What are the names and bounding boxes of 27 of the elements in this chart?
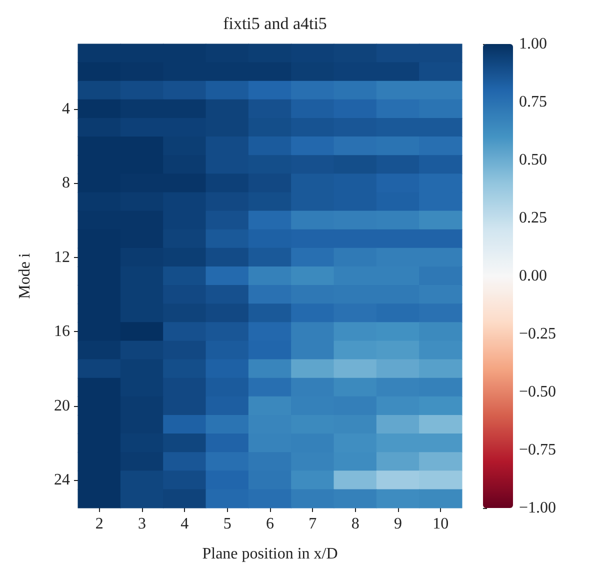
y-tick-label: 4	[62, 100, 70, 118]
color-bar-label: 0.25	[519, 210, 547, 226]
y-tick-label: 16	[54, 323, 70, 340]
color-bar-label: 1.00	[519, 36, 547, 52]
color-bar-label: −0.50	[519, 384, 556, 400]
y-tick-label: 8	[62, 174, 70, 192]
x-tick-label: 7	[308, 516, 317, 532]
color-bar-label: −0.25	[519, 326, 556, 342]
x-tick-label: 6	[266, 516, 274, 532]
color-bar-label: −0.75	[519, 442, 556, 458]
y-tick-label: 24	[54, 472, 70, 489]
color-bar-label: 0.00	[519, 268, 547, 284]
color-bar-label: −1.00	[519, 500, 556, 516]
color-bar-label: 0.50	[519, 152, 547, 168]
y-axis-title: Mode i	[16, 252, 34, 299]
x-tick-label: 3	[138, 516, 146, 532]
y-tick-label: 20	[54, 397, 70, 414]
x-tick-label: 9	[394, 516, 402, 532]
y-tick-label: 12	[54, 248, 70, 266]
x-tick-label: 10	[432, 516, 449, 532]
x-tick-label: 2	[95, 516, 104, 532]
x-axis-title: Plane position in x/D	[202, 546, 338, 562]
color-bar-label: 0.75	[519, 94, 547, 110]
x-tick-label: 8	[351, 516, 360, 532]
x-tick-label: 4	[180, 516, 189, 532]
x-tick-label: 5	[223, 516, 232, 532]
chart-title: fixti5 and a4ti5	[223, 14, 327, 33]
